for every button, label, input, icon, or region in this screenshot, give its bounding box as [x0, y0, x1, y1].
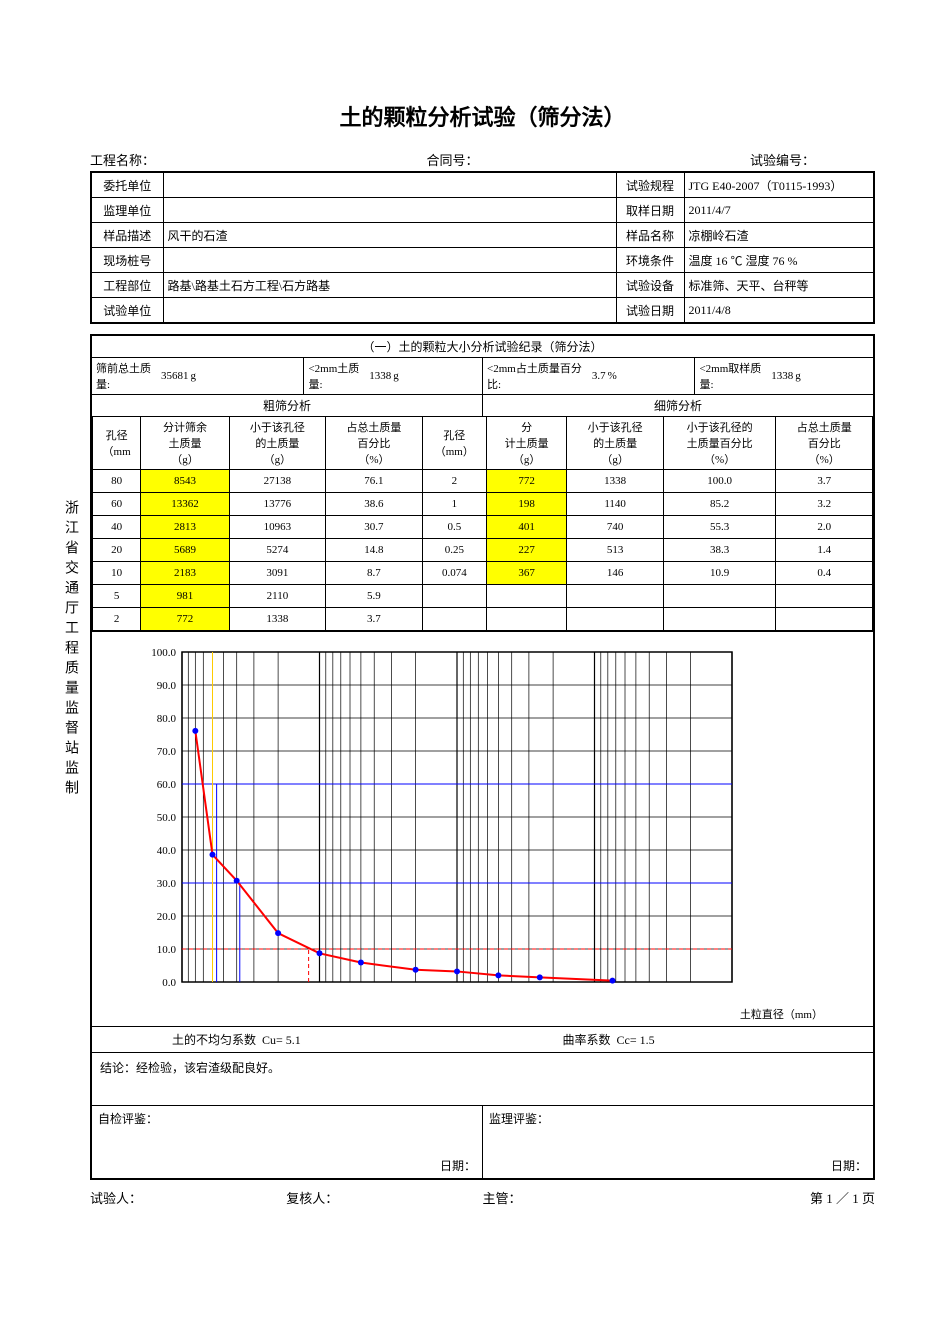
- project-name-label: 工程名称：: [90, 150, 332, 169]
- info-value: [163, 248, 616, 273]
- summary-value: 1338: [369, 370, 391, 382]
- info-label: 现场桩号: [91, 248, 163, 273]
- svg-text:40.0: 40.0: [157, 845, 177, 857]
- col-header: 小于该孔径 的土质量 （g）: [567, 417, 663, 470]
- summary-unit: %: [608, 370, 617, 382]
- svg-text:60.0: 60.0: [157, 779, 177, 791]
- table-row: 598121105.9: [93, 585, 873, 608]
- table-row: 10218330918.70.07436714610.90.4: [93, 562, 873, 585]
- info-label: 取样日期: [616, 198, 684, 223]
- svg-text:70.0: 70.0: [157, 746, 177, 758]
- svg-text:90.0: 90.0: [157, 680, 177, 692]
- info-value: 标准筛、天平、台秤等: [684, 273, 874, 298]
- info-value: JTG E40-2007（T0115-1993）: [684, 172, 874, 198]
- info-value: 凉棚岭石渣: [684, 223, 874, 248]
- info-label: 环境条件: [616, 248, 684, 273]
- info-label: 监理单位: [91, 198, 163, 223]
- cu-cell: 土的不均匀系数 Cu= 5.1: [92, 1027, 483, 1052]
- info-label: 试验设备: [616, 273, 684, 298]
- cc-cell: 曲率系数 Cc= 1.5: [483, 1027, 874, 1052]
- info-value: 温度 16 ℃ 湿度 76 %: [684, 248, 874, 273]
- summary-value: 3.7: [592, 370, 606, 382]
- table-row: 60133621377638.61198114085.23.2: [93, 493, 873, 516]
- svg-text:30.0: 30.0: [157, 878, 177, 890]
- col-header: 占总土质量 百分比 （%）: [776, 417, 873, 470]
- table-row: 205689527414.80.2522751338.31.4: [93, 539, 873, 562]
- self-eval: 自检评鉴：日期：: [92, 1106, 483, 1178]
- summary-label: 筛前总土质 量:: [96, 360, 151, 392]
- coarse-header: 粗筛分析: [92, 395, 483, 416]
- info-value: [163, 172, 616, 198]
- supv-eval: 监理评鉴：日期：: [483, 1106, 873, 1178]
- col-header: 占总土质量 百分比 （%）: [326, 417, 422, 470]
- info-value: 2011/4/8: [684, 298, 874, 324]
- info-label: 委托单位: [91, 172, 163, 198]
- summary-label: <2mm占土质量百分 比:: [487, 360, 582, 392]
- info-label: 试验日期: [616, 298, 684, 324]
- col-header: 小于该孔径 的土质量 （g）: [229, 417, 325, 470]
- info-label: 样品描述: [91, 223, 163, 248]
- page-title: 土的颗粒分析试验（筛分法）: [90, 100, 875, 132]
- summary-label: <2mm土质 量:: [308, 360, 359, 392]
- col-header: 孔径 （mm: [93, 417, 141, 470]
- info-value: 路基\路基土石方工程\石方路基: [163, 273, 616, 298]
- svg-text:100.0: 100.0: [151, 647, 176, 659]
- svg-text:10.0: 10.0: [157, 944, 177, 956]
- summary-label: <2mm取样质 量:: [699, 360, 761, 392]
- x-axis-label: 土粒直径（mm）: [122, 1006, 853, 1022]
- col-header: 孔径 （mm）: [422, 417, 486, 470]
- col-header: 分计筛余 土质量 （g）: [141, 417, 229, 470]
- summary-value: 1338: [771, 370, 793, 382]
- data-table: 孔径 （mm分计筛余 土质量 （g）小于该孔径 的土质量 （g）占总土质量 百分…: [92, 417, 873, 631]
- chief-label: 主管：: [483, 1188, 679, 1207]
- org-stamp-text: 浙江省交通厅工程质量监督站监制: [60, 500, 80, 800]
- summary-unit: g: [795, 370, 801, 382]
- svg-text:50.0: 50.0: [157, 812, 177, 824]
- summary-unit: g: [191, 370, 197, 382]
- info-value: [163, 198, 616, 223]
- info-label: 试验单位: [91, 298, 163, 324]
- svg-text:0.0: 0.0: [162, 977, 176, 989]
- page-number: 第 1 ／ 1 页: [679, 1188, 875, 1207]
- conclusion: 结论：经检验，该宕渣级配良好。: [92, 1052, 873, 1105]
- info-value: 风干的石渣: [163, 223, 616, 248]
- fine-header: 细筛分析: [483, 395, 873, 416]
- info-table: 委托单位 试验规程JTG E40-2007（T0115-1993） 监理单位 取样日期…: [90, 171, 875, 324]
- info-value: [163, 298, 616, 324]
- summary-value: 35681: [161, 370, 189, 382]
- table-row: 4028131096330.70.540174055.32.0: [93, 516, 873, 539]
- table-row: 277213383.7: [93, 608, 873, 631]
- info-label: 试验规程: [616, 172, 684, 198]
- svg-text:20.0: 20.0: [157, 911, 177, 923]
- contract-no-label: 合同号：: [332, 150, 574, 169]
- table-row: 8085432713876.127721338100.03.7: [93, 470, 873, 493]
- info-value: 2011/4/7: [684, 198, 874, 223]
- tester-label: 试验人：: [90, 1188, 286, 1207]
- summary-unit: g: [393, 370, 399, 382]
- svg-text:80.0: 80.0: [157, 713, 177, 725]
- test-no-label: 试验编号：: [573, 150, 875, 169]
- section-title: （一）土的颗粒大小分析试验纪录（筛分法）: [92, 336, 873, 358]
- col-header: 小于该孔径的 土质量百分比 （%）: [663, 417, 776, 470]
- grading-chart: 0.0 10.0 20.0 30.0 40.0 50.0 60.0 70.0 80.0 90.0 1…: [122, 642, 853, 1002]
- info-label: 工程部位: [91, 273, 163, 298]
- info-label: 样品名称: [616, 223, 684, 248]
- checker-label: 复核人：: [286, 1188, 482, 1207]
- col-header: 分 计土质量 （g）: [486, 417, 566, 470]
